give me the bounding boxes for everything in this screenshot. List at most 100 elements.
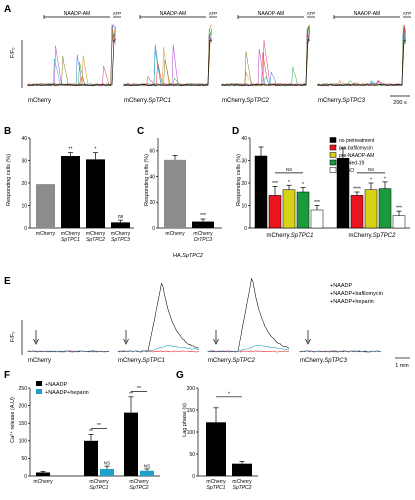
calcium-trace — [317, 26, 406, 87]
trace-label: mCherry.SpTPC1 — [124, 98, 171, 104]
trace-label-main: mCherry. — [222, 98, 247, 104]
trace-label: mCherry.SpTPC2 — [222, 98, 270, 104]
g-xlabel-1-line1: mCherry — [232, 479, 252, 485]
f-xlabel-2: mCherry SpTPC2 — [129, 479, 149, 491]
d-y-tick-label: 40 — [241, 136, 247, 142]
f-y-tick-label: 0 — [24, 474, 27, 480]
bar-f-hep-1 — [100, 468, 114, 476]
b-xlabel-1-line2: SpTPC1 — [61, 237, 80, 243]
bar-g-0 — [206, 422, 226, 476]
calcium-trace — [27, 24, 116, 87]
d-sig: *** — [272, 181, 278, 187]
bar-d-0-1 — [268, 195, 282, 229]
panel-a: A F/F₀ NAADP-AM ATP mCherry NAADP-AM ATP mChe… — [4, 4, 411, 106]
d-sig: * — [288, 180, 290, 186]
d-xlabel-italic: SpTPC1 — [291, 233, 314, 239]
d-sig: **** — [353, 187, 361, 193]
bar-d-1-4 — [392, 215, 406, 229]
naadp-bar-label: NAADP-AM — [160, 11, 186, 17]
calcium-trace-mean — [27, 39, 117, 86]
calcium-trace — [123, 24, 212, 87]
calcium-trace — [27, 33, 116, 87]
calcium-trace — [317, 33, 406, 87]
panel-c-xlabel-main: HA. — [173, 253, 183, 259]
panel-label-c: C — [137, 126, 144, 137]
b-y-tick-label: 30 — [21, 158, 27, 164]
panel-f-ylabel: Ca²⁺ release (A.U) — [9, 397, 16, 443]
trace-panel-3: NAADP-AM ATP mCherry.SpTPC3 — [317, 11, 411, 104]
b-y-tick-label: 40 — [21, 136, 27, 142]
calcium-trace — [27, 26, 116, 87]
e-trace-label-main: mCherry. — [300, 358, 325, 364]
bar-c-1 — [192, 221, 214, 228]
b-y-tick-label: 20 — [21, 181, 27, 187]
panel-c-ylabel: Responding cells (%) — [144, 154, 150, 206]
c-xlabel-1-line2: DrTPC3 — [194, 237, 212, 243]
calcium-trace — [27, 29, 116, 87]
e-trace-panel-3: mCherry.SpTPC3 — [299, 330, 382, 364]
calcium-trace — [123, 29, 212, 87]
f-legend-swatch — [36, 381, 42, 386]
b-sig: ns — [118, 214, 124, 220]
calcium-trace — [123, 29, 212, 87]
g-y-tick-label: 150 — [187, 408, 196, 414]
b-xlabel-3: mCherry SpTPC3 — [111, 231, 131, 243]
atp-label: ATP — [209, 11, 217, 16]
e-trace-panel-1: mCherry.SpTPC1 — [117, 282, 200, 364]
calcium-trace — [221, 36, 310, 87]
g-xlabel-1-line2: SpTPC2 — [233, 485, 252, 491]
trace-panel-0: NAADP-AM ATP mCherry — [27, 11, 121, 104]
calcium-trace — [317, 28, 406, 87]
bar-d-1-2 — [364, 189, 378, 229]
d-legend-swatch — [329, 144, 337, 151]
f-bracket-sig-1: ** — [97, 423, 101, 429]
panel-e-traces: +NAADP +NAADP+bafilomycin +NAADP+heparin mC… — [21, 277, 410, 369]
calcium-trace-mean — [317, 39, 407, 86]
bar-f-naadp-0 — [36, 472, 50, 476]
scale-bar-label: 200 s — [393, 100, 407, 106]
e-trace-label-italic: SpTPC1 — [142, 358, 165, 364]
b-xlabel-1-line1: mCherry — [61, 231, 81, 237]
d-legend-swatch — [329, 167, 337, 173]
calcium-trace — [221, 26, 310, 87]
b-xlabel-0-line1: mCherry — [36, 231, 56, 237]
f-y-tick-label: 150 — [19, 421, 28, 427]
c-xlabel-0-line1: mCherry — [165, 231, 185, 237]
panel-b-ylabel: Responding cells (%) — [6, 154, 12, 206]
naadp-bar-label: NAADP-AM — [64, 11, 90, 17]
f-xlabel-0-line1: mCherry — [33, 479, 53, 485]
calcium-trace — [317, 24, 406, 87]
panel-g-ylabel: Lag phase (s) — [182, 403, 188, 437]
calcium-trace — [27, 30, 116, 87]
f-y-tick-label: 100 — [19, 439, 28, 445]
trace-label-main: mCherry. — [318, 98, 343, 104]
calcium-trace — [27, 26, 116, 87]
panel-label-a: A — [4, 4, 11, 15]
d-legend-swatch — [329, 159, 337, 166]
naadp-bar-label: NAADP-AM — [354, 11, 380, 17]
trace-label: mCherry.SpTPC3 — [318, 98, 366, 104]
atp-label: ATP — [307, 11, 315, 16]
bar-c-0 — [164, 159, 186, 228]
panel-c-xlabel: HA.SpTPC2 — [173, 253, 203, 259]
d-y-tick-label: 0 — [244, 226, 247, 232]
c-xlabel-0: mCherry — [165, 231, 185, 237]
g-y-tick-label: 200 — [187, 386, 196, 392]
panel-d-ylabel: Responding cells (%) — [236, 154, 242, 206]
g-y-tick-label: 50 — [189, 452, 195, 458]
e-trace-label-italic: SpTPC3 — [324, 358, 347, 364]
c-y-tick-label: 0 — [152, 226, 155, 232]
bar-d-0-0 — [254, 155, 268, 229]
trace-label-italic: SpTPC2 — [246, 98, 269, 104]
f-xlabel-1: mCherry SpTPC1 — [89, 479, 109, 491]
calcium-trace — [317, 24, 406, 87]
g-y-tick-label: 0 — [192, 474, 195, 480]
e-trace — [27, 350, 110, 353]
panel-label-f: F — [4, 370, 10, 381]
bar-f-naadp-1 — [84, 440, 98, 476]
e-arrow-head — [213, 338, 219, 345]
calcium-trace — [123, 34, 212, 87]
d-sig: * — [384, 176, 386, 182]
